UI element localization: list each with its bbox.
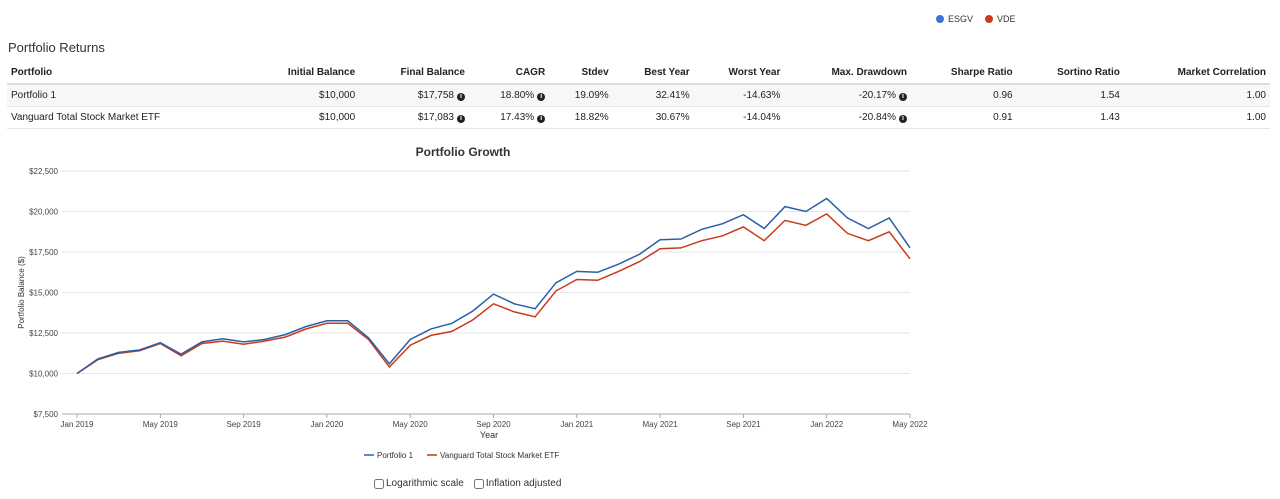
table-row: Vanguard Total Stock Market ETF $10,000 …	[7, 106, 1270, 129]
legend-label: Portfolio 1	[377, 451, 414, 460]
log-scale-checkbox[interactable]	[374, 478, 384, 489]
x-tick-label: May 2020	[393, 420, 429, 429]
cell-final-balance: $17,758 i	[359, 84, 469, 107]
cell-max-drawdown: -20.84% i	[784, 106, 912, 129]
x-tick-label: Jan 2019	[61, 420, 94, 429]
col-portfolio: Portfolio	[7, 62, 246, 85]
cell-sortino-ratio: 1.43	[1016, 106, 1124, 129]
x-tick-label: May 2019	[143, 420, 179, 429]
y-tick-label: $17,500	[29, 248, 58, 257]
col-worst-year: Worst Year	[693, 62, 785, 85]
cell-sharpe-ratio: 0.96	[911, 84, 1017, 107]
col-sharpe-ratio: Sharpe Ratio	[911, 62, 1017, 85]
inflation-option[interactable]: Inflation adjusted	[473, 478, 562, 489]
cell-final-balance: $17,083 i	[359, 106, 469, 129]
info-icon[interactable]: i	[899, 93, 908, 101]
final-balance-value: $17,758	[417, 90, 454, 101]
table-row: Portfolio 1 $10,000 $17,758 i 18.80% i 19.…	[7, 84, 1270, 107]
cell-sharpe-ratio: 0.91	[911, 106, 1017, 129]
x-tick-label: Jan 2020	[310, 420, 343, 429]
y-tick-label: $10,000	[29, 370, 58, 379]
inflation-checkbox[interactable]	[473, 478, 484, 489]
cell-max-drawdown: -20.17% i	[784, 84, 912, 107]
y-tick-label: $12,500	[29, 329, 58, 338]
y-tick-label: $15,000	[29, 289, 58, 298]
y-tick-label: $20,000	[29, 208, 58, 217]
col-cagr: CAGR	[468, 62, 550, 85]
table-header-row: Portfolio Initial Balance Final Balance …	[7, 62, 1270, 85]
log-scale-label: Logarithmic scale	[386, 478, 464, 489]
cell-market-correlation: 1.00	[1123, 106, 1270, 129]
cell-initial-balance: $10,000	[245, 106, 360, 129]
cell-best-year: 32.41%	[612, 84, 694, 107]
cell-worst-year: -14.04%	[693, 106, 785, 129]
cagr-value: 17.43%	[500, 112, 535, 123]
x-tick-label: May 2022	[892, 420, 928, 429]
cell-worst-year: -14.63%	[693, 84, 785, 107]
cell-market-correlation: 1.00	[1123, 84, 1270, 107]
section-title: Portfolio Returns	[8, 40, 105, 55]
chart-options: Logarithmic scale Inflation adjusted	[374, 478, 561, 489]
x-tick-label: Jan 2022	[810, 420, 843, 429]
cell-initial-balance: $10,000	[245, 84, 360, 107]
legend-label: Vanguard Total Stock Market ETF	[440, 451, 559, 460]
log-scale-option[interactable]: Logarithmic scale	[374, 478, 464, 489]
x-tick-label: Jan 2021	[560, 420, 593, 429]
y-axis-label: Portfolio Balance ($)	[17, 256, 26, 329]
max-drawdown-value: -20.84%	[858, 112, 897, 123]
esgv-dot-icon	[936, 15, 944, 23]
chart-title: Portfolio Growth	[416, 145, 511, 159]
info-icon[interactable]: i	[456, 93, 465, 101]
x-tick-label: Sep 2020	[476, 420, 511, 429]
cell-best-year: 30.67%	[612, 106, 694, 129]
cell-portfolio: Portfolio 1	[7, 84, 246, 107]
cell-stdev: 18.82%	[549, 106, 613, 129]
legend-item-vde[interactable]: VDE	[985, 14, 1016, 24]
x-axis-label: Year	[480, 430, 498, 440]
top-legend: ESGV VDE	[936, 14, 1016, 24]
max-drawdown-value: -20.17%	[858, 90, 897, 101]
final-balance-value: $17,083	[417, 112, 454, 123]
portfolio-growth-chart: Portfolio Growth $7,500 $10,000 $12,500 $15,…	[17, 145, 928, 460]
legend-item-esgv[interactable]: ESGV	[936, 14, 973, 24]
cell-sortino-ratio: 1.54	[1016, 84, 1124, 107]
x-tick-label: May 2021	[643, 420, 679, 429]
legend-label-vde: VDE	[997, 14, 1016, 24]
col-best-year: Best Year	[612, 62, 694, 85]
col-final-balance: Final Balance	[359, 62, 469, 85]
info-icon[interactable]: i	[537, 93, 546, 101]
cell-cagr: 17.43% i	[468, 106, 550, 129]
legend-label-esgv: ESGV	[948, 14, 974, 24]
cell-portfolio: Vanguard Total Stock Market ETF	[7, 106, 246, 129]
cell-cagr: 18.80% i	[468, 84, 550, 107]
series-line-0	[76, 197, 911, 375]
info-icon[interactable]: i	[537, 115, 546, 123]
x-tick-label: Sep 2021	[726, 420, 761, 429]
y-tick-label: $22,500	[29, 167, 58, 176]
info-icon[interactable]: i	[899, 115, 908, 123]
vde-dot-icon	[985, 15, 994, 23]
returns-table: Portfolio Initial Balance Final Balance …	[7, 62, 1270, 129]
y-tick-label: $7,500	[34, 410, 59, 419]
cell-stdev: 19.09%	[549, 84, 613, 107]
info-icon[interactable]: i	[456, 115, 465, 123]
inflation-label: Inflation adjusted	[485, 478, 562, 489]
x-tick-label: Sep 2019	[226, 420, 261, 429]
col-sortino-ratio: Sortino Ratio	[1016, 62, 1124, 85]
series-line-1	[76, 212, 911, 375]
cagr-value: 18.80%	[500, 90, 535, 101]
col-initial-balance: Initial Balance	[245, 62, 360, 85]
col-market-correlation: Market Correlation	[1123, 62, 1270, 85]
col-stdev: Stdev	[549, 62, 613, 85]
col-max-drawdown: Max. Drawdown	[784, 62, 912, 85]
